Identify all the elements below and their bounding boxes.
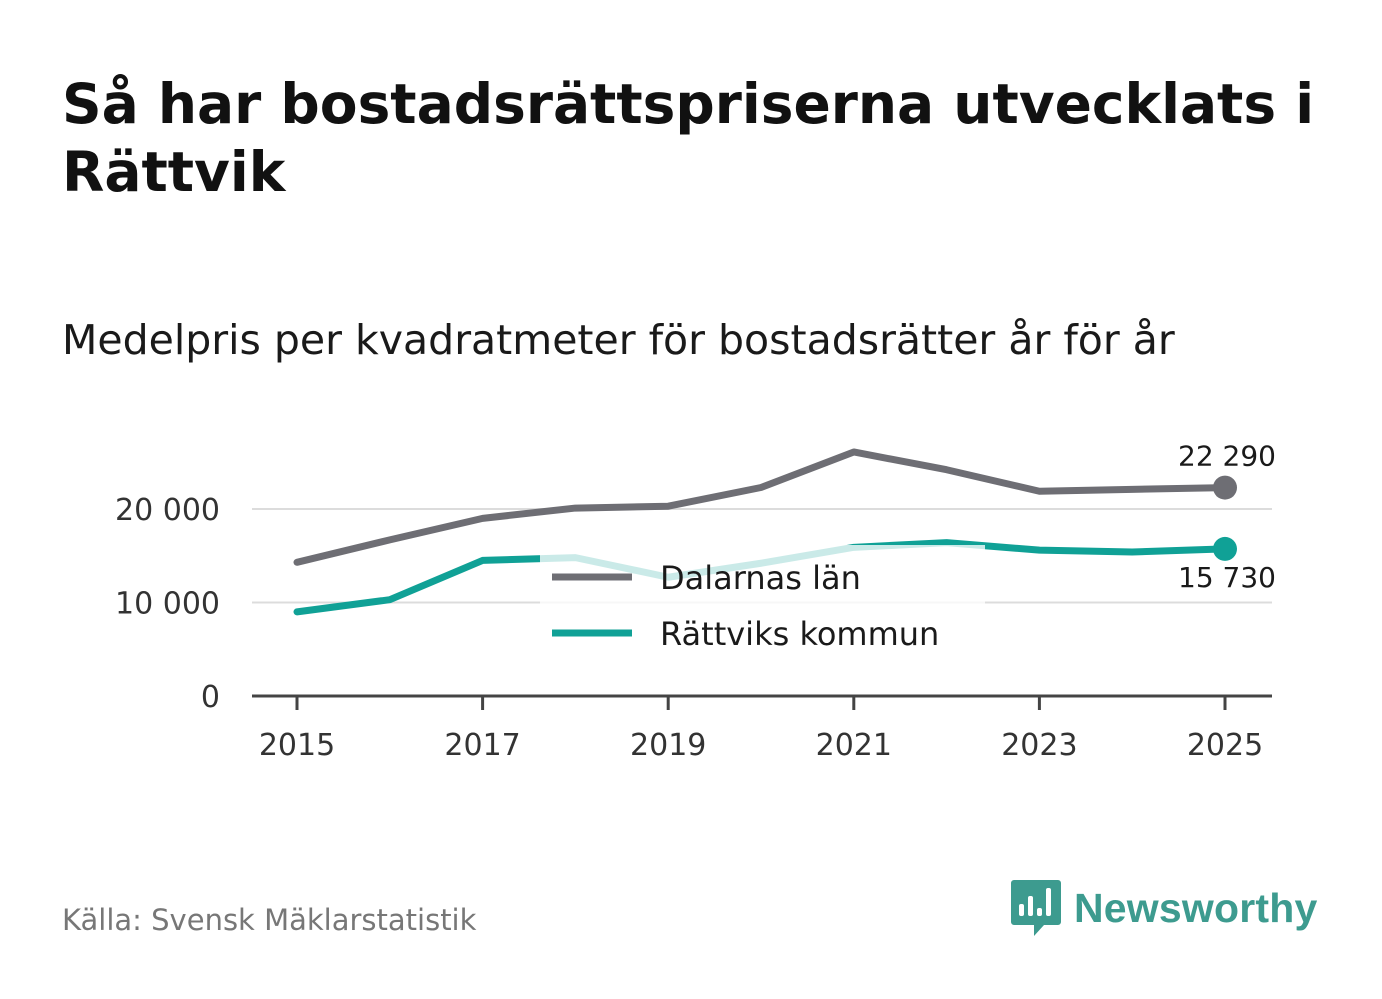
series-line-dalarnas-lan xyxy=(293,448,1229,566)
brand-logo[interactable]: Newsworthy xyxy=(1010,878,1318,938)
chart-subtitle: Medelpris per kvadratmeter för bostadsrä… xyxy=(62,316,1175,364)
brand-name: Newsworthy xyxy=(1074,884,1318,931)
x-tick-label: 2025 xyxy=(1187,728,1263,763)
series-endpoint xyxy=(1213,536,1237,561)
x-tick-label: 2021 xyxy=(816,728,892,763)
series-end-label: 22 290 xyxy=(1178,440,1276,473)
x-tick-label: 2017 xyxy=(444,728,520,763)
legend-label: Rättviks kommun xyxy=(660,615,939,653)
y-tick-label: 10 000 xyxy=(115,587,220,622)
x-tick-label: 2023 xyxy=(1001,728,1077,763)
series-end-label: 15 730 xyxy=(1178,561,1276,594)
x-tick-label: 2015 xyxy=(259,728,335,763)
bar-chart-speech-bubble-icon xyxy=(1011,880,1061,936)
x-tick-label: 2019 xyxy=(630,728,706,763)
source-note: Källa: Svensk Mäklarstatistik xyxy=(62,903,477,937)
chart-title: Så har bostadsrättspriserna utvecklats i… xyxy=(62,72,1315,204)
series-endpoint xyxy=(1213,475,1237,500)
y-tick-label: 20 000 xyxy=(115,493,220,528)
y-tick-label: 0 xyxy=(201,680,220,715)
legend-label: Dalarnas län xyxy=(660,559,861,597)
